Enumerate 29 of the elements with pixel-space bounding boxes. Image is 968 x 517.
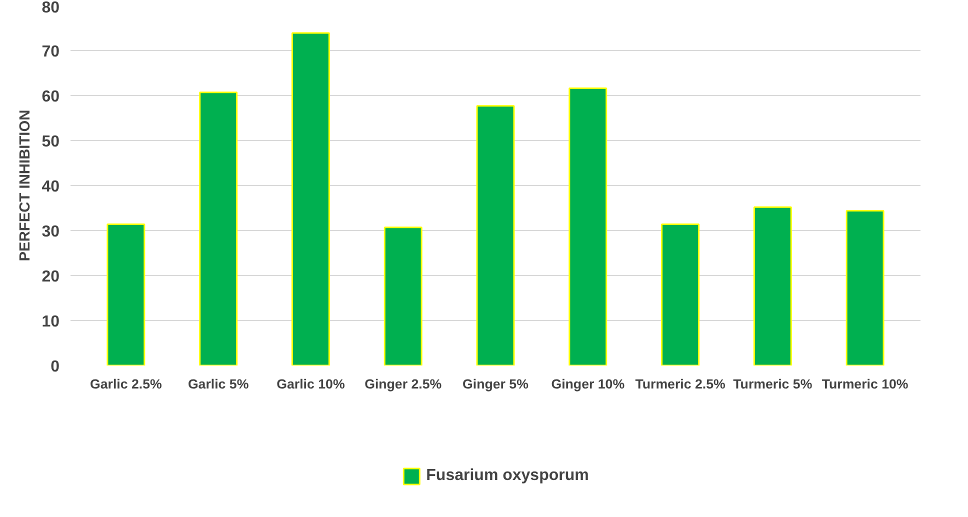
y-tick-label: 40 <box>42 178 60 196</box>
y-tick-label: 50 <box>42 134 60 150</box>
bar <box>568 88 608 366</box>
y-tick-label: 60 <box>42 88 60 106</box>
x-tick-label: Ginger 10% <box>551 376 625 392</box>
x-tick-label: Turmeric 2.5% <box>635 376 726 392</box>
bar <box>199 92 238 366</box>
y-tick-label: 20 <box>42 268 60 286</box>
legend-label: Fusarium oxysporum <box>426 467 589 485</box>
bar <box>476 105 515 366</box>
y-tick-label: 0 <box>50 358 60 376</box>
y-tick-label: 30 <box>42 224 60 240</box>
y-tick-label: 80 <box>42 0 60 16</box>
y-tick-label: 10 <box>42 314 60 330</box>
x-tick-label: Turmeric 5% <box>733 376 812 392</box>
bar <box>846 210 884 366</box>
bar <box>384 226 422 366</box>
x-tick-label: Garlic 10% <box>276 376 345 392</box>
bar <box>291 32 330 366</box>
y-axis-title: PERFECT INHIBITION <box>18 110 34 262</box>
x-tick-label: Ginger 2.5% <box>364 376 442 392</box>
bar <box>106 223 146 366</box>
bar <box>661 223 700 366</box>
x-tick-label: Turmeric 10% <box>822 376 908 392</box>
x-tick-label: Ginger 5% <box>462 376 529 392</box>
bar <box>753 206 792 366</box>
x-tick-label: Garlic 2.5% <box>90 376 162 392</box>
y-tick-label: 70 <box>42 44 60 60</box>
x-tick-label: Garlic 5% <box>188 376 249 392</box>
